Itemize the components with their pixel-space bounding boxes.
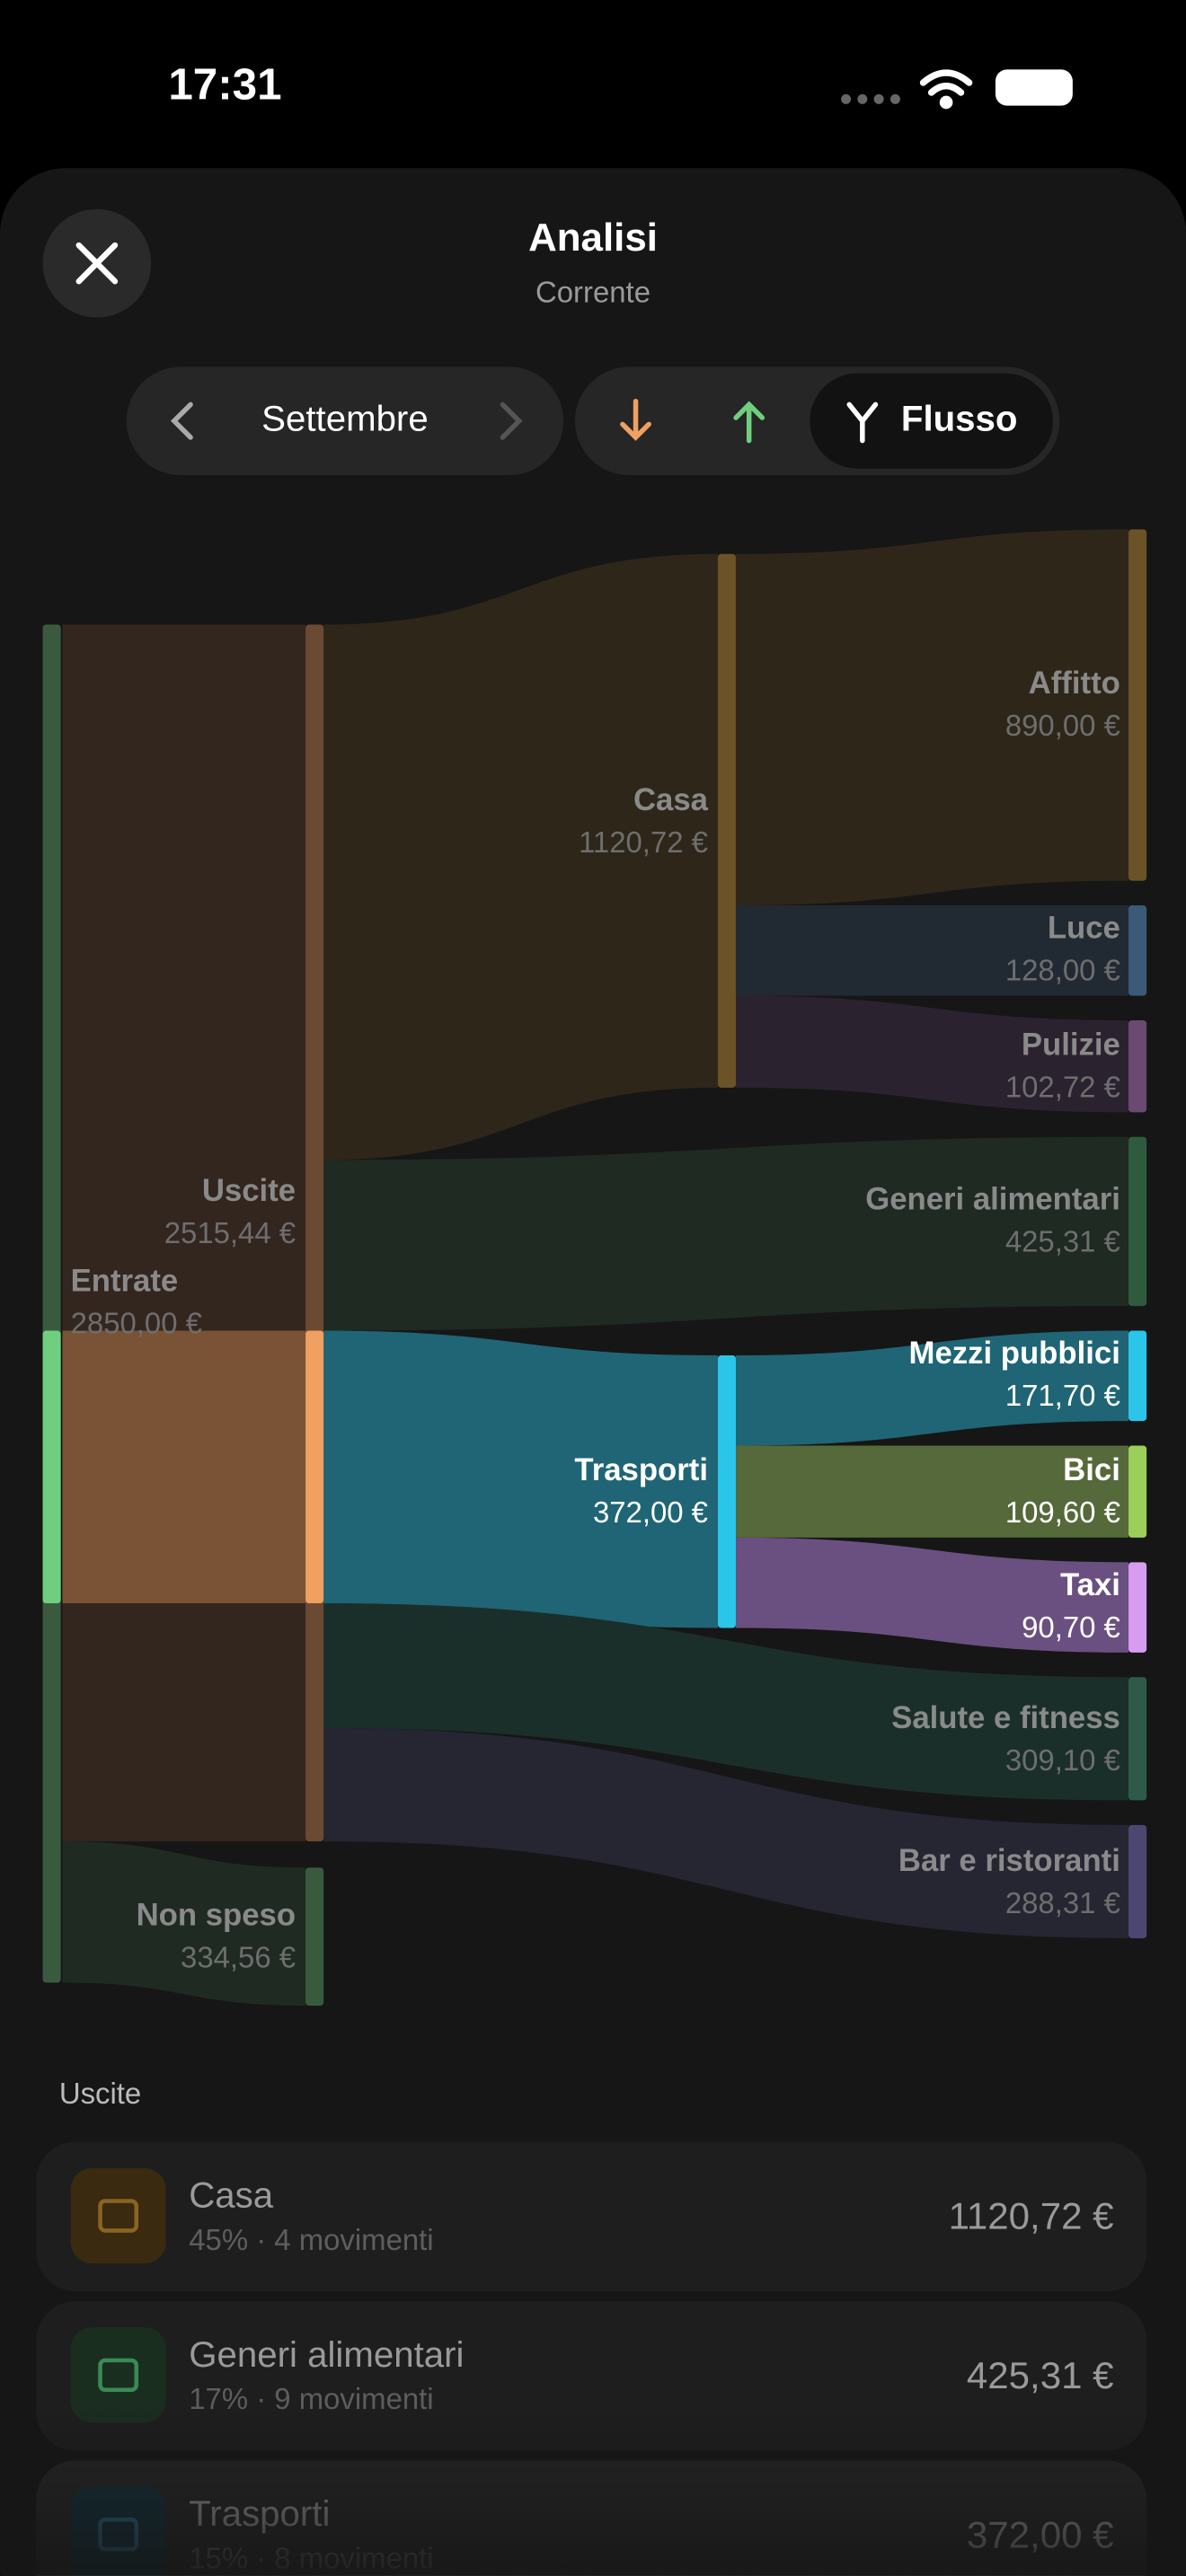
node-amount: 2515,44 € — [164, 1216, 296, 1249]
node-label: Entrate — [71, 1265, 179, 1299]
node-bar — [1128, 1824, 1147, 1938]
row-card[interactable] — [36, 2141, 1147, 2292]
category-glyph — [98, 2199, 139, 2233]
title: Analisi — [528, 216, 658, 260]
node-amount: 102,72 € — [1005, 1070, 1120, 1103]
node-label: Bar e ristoranti — [898, 1844, 1120, 1878]
node-label: Casa — [633, 783, 709, 817]
node-bar — [305, 624, 324, 1842]
mode-selected[interactable] — [810, 373, 1053, 469]
node-label: Generi alimentari — [865, 1182, 1120, 1216]
flow — [62, 1330, 306, 1604]
category-amount: 1120,72 € — [949, 2195, 1114, 2237]
node-bar — [1128, 905, 1147, 996]
node-label: Pulizie — [1022, 1028, 1120, 1062]
subtitle: Corrente — [535, 276, 651, 309]
flow — [323, 1136, 1129, 1331]
flow — [62, 1841, 306, 2006]
flow — [736, 995, 1129, 1113]
node-amount: 890,00 € — [1005, 709, 1120, 742]
node-label: Non speso — [137, 1898, 296, 1932]
flow — [323, 553, 718, 1160]
node-amount: 1120,72 € — [579, 825, 708, 859]
category-glyph — [98, 2358, 139, 2393]
category-name: Casa — [189, 2175, 274, 2215]
node-bar — [1128, 1677, 1147, 1801]
node-bar — [1128, 1445, 1147, 1538]
month-label: Settembre — [261, 398, 429, 438]
node-bar — [1128, 529, 1147, 881]
status-time: 17:31 — [168, 60, 281, 110]
flow — [736, 905, 1129, 996]
node-label: Trasporti — [574, 1453, 708, 1487]
node-amount: 309,10 € — [1005, 1743, 1120, 1777]
node-amount: 171,70 € — [1005, 1379, 1120, 1412]
node-label: Bici — [1063, 1453, 1120, 1487]
close-button[interactable] — [42, 208, 152, 318]
bottom-fade — [0, 2397, 1186, 2576]
node-bar — [42, 624, 61, 1983]
flow — [736, 1330, 1129, 1446]
node-amount: 2850,00 € — [71, 1307, 202, 1340]
flow — [323, 1603, 1129, 1801]
node-amount: 288,31 € — [1005, 1886, 1120, 1919]
node-bar — [1128, 1136, 1147, 1307]
category-amount: 425,31 € — [967, 2354, 1114, 2396]
node-bar — [1128, 1330, 1147, 1422]
month-picker[interactable]: Settembre — [126, 366, 564, 476]
category-name: Generi alimentari — [189, 2334, 464, 2375]
sankey: Entrate 2850,00 € Uscite 2515,44 € Non speso… — [42, 529, 1147, 2006]
node-bar — [717, 553, 737, 1088]
flow — [736, 1445, 1129, 1538]
node-amount: 128,00 € — [1005, 954, 1120, 987]
node-amount: 425,31 € — [1005, 1224, 1120, 1257]
node-label: Affitto — [1029, 666, 1120, 701]
flow — [323, 1727, 1129, 1938]
node-bar — [42, 1330, 61, 1604]
node-amount: 90,70 € — [1022, 1610, 1120, 1644]
node-bar — [1128, 1019, 1147, 1113]
mode-picker[interactable]: Flusso — [574, 366, 1060, 476]
battery-icon — [995, 69, 1073, 106]
node-bar — [717, 1354, 737, 1628]
node-amount: 109,60 € — [1005, 1495, 1120, 1529]
node-label: Luce — [1048, 912, 1120, 946]
wifi-icon — [919, 69, 973, 110]
node-label: Mezzi pubblici — [909, 1337, 1120, 1371]
category-icon — [70, 2167, 166, 2263]
node-label: Uscite — [202, 1174, 296, 1208]
node-bar — [305, 1867, 324, 2006]
flow — [323, 1330, 718, 1628]
mode-label: Flusso — [901, 398, 1018, 438]
node-bar — [305, 1330, 324, 1604]
node-amount: 334,56 € — [181, 1940, 296, 1973]
signal-dots — [841, 93, 900, 104]
node-amount: 372,00 € — [593, 1495, 708, 1529]
flow — [736, 529, 1129, 906]
flow — [736, 1537, 1129, 1653]
category-detail: 45% · 4 movimenti — [189, 2223, 433, 2256]
node-label: Taxi — [1060, 1568, 1120, 1602]
node-label: Salute e fitness — [891, 1701, 1120, 1735]
section-title: Uscite — [59, 2077, 141, 2110]
node-bar — [1128, 1562, 1147, 1653]
category-row[interactable]: Casa 45% · 4 movimenti 1120,72 € — [36, 2141, 1147, 2292]
